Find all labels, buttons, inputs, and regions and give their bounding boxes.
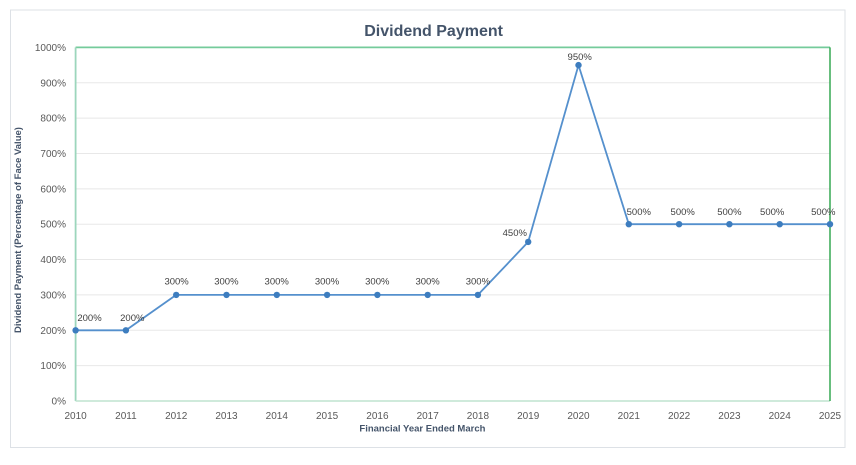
svg-text:2015: 2015 xyxy=(316,411,339,422)
svg-text:300%: 300% xyxy=(214,276,239,287)
svg-text:500%: 500% xyxy=(671,207,696,218)
svg-text:2020: 2020 xyxy=(567,411,590,422)
svg-text:450%: 450% xyxy=(503,228,528,239)
svg-text:300%: 300% xyxy=(415,276,440,287)
svg-text:950%: 950% xyxy=(568,52,593,63)
svg-text:400%: 400% xyxy=(40,255,66,266)
svg-text:2024: 2024 xyxy=(769,411,792,422)
svg-text:300%: 300% xyxy=(315,276,340,287)
svg-text:2023: 2023 xyxy=(718,411,741,422)
svg-text:Financial Year Ended March: Financial Year Ended March xyxy=(359,424,485,435)
svg-text:300%: 300% xyxy=(466,276,491,287)
svg-text:2019: 2019 xyxy=(517,411,540,422)
svg-text:700%: 700% xyxy=(40,149,66,160)
svg-text:0%: 0% xyxy=(52,397,67,408)
svg-text:2011: 2011 xyxy=(115,411,137,422)
svg-text:800%: 800% xyxy=(40,114,66,125)
svg-text:1000%: 1000% xyxy=(35,43,66,54)
svg-text:2022: 2022 xyxy=(668,411,691,422)
svg-text:600%: 600% xyxy=(40,184,66,195)
svg-text:200%: 200% xyxy=(40,326,66,337)
svg-text:900%: 900% xyxy=(40,78,66,89)
svg-text:2021: 2021 xyxy=(618,411,641,422)
svg-text:2017: 2017 xyxy=(417,411,440,422)
svg-text:Dividend Payment (Percentage o: Dividend Payment (Percentage of Face Val… xyxy=(13,127,24,333)
svg-text:200%: 200% xyxy=(120,313,145,324)
svg-text:2025: 2025 xyxy=(819,411,842,422)
svg-text:2012: 2012 xyxy=(165,411,188,422)
svg-text:100%: 100% xyxy=(40,361,66,372)
svg-text:200%: 200% xyxy=(77,313,102,324)
svg-text:Dividend Payment: Dividend Payment xyxy=(364,23,503,40)
svg-text:2013: 2013 xyxy=(215,411,238,422)
svg-text:300%: 300% xyxy=(164,276,189,287)
svg-text:300%: 300% xyxy=(365,276,390,287)
svg-text:500%: 500% xyxy=(627,207,652,218)
svg-text:2018: 2018 xyxy=(467,411,490,422)
svg-text:300%: 300% xyxy=(265,276,290,287)
svg-text:500%: 500% xyxy=(717,207,742,218)
svg-text:500%: 500% xyxy=(760,207,785,218)
svg-text:500%: 500% xyxy=(811,207,836,218)
svg-text:2010: 2010 xyxy=(64,411,87,422)
svg-text:500%: 500% xyxy=(40,220,66,231)
svg-text:2014: 2014 xyxy=(266,411,289,422)
svg-text:2016: 2016 xyxy=(366,411,389,422)
svg-text:300%: 300% xyxy=(40,290,66,301)
